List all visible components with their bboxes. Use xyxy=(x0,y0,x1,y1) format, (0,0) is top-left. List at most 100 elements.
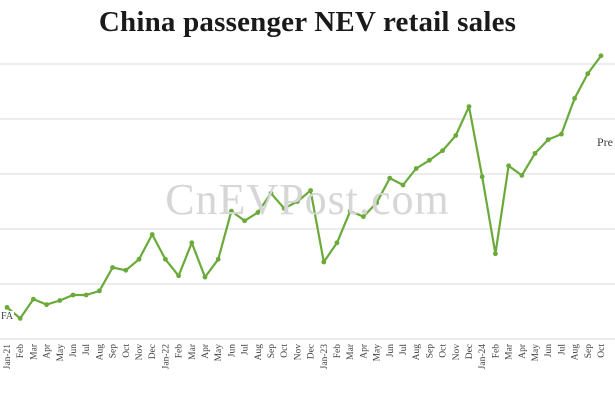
x-tick-label: Jun xyxy=(386,344,396,357)
data-point xyxy=(44,302,49,308)
x-tick-label: Jul xyxy=(557,344,567,355)
data-point xyxy=(97,288,102,294)
data-point xyxy=(334,240,340,246)
x-tick-label: Sep xyxy=(109,344,119,359)
data-point xyxy=(400,182,406,188)
data-point xyxy=(545,137,551,143)
data-point xyxy=(31,296,36,302)
data-point xyxy=(57,298,63,303)
x-tick-label: Feb xyxy=(333,344,343,359)
data-point xyxy=(242,218,248,224)
x-tick-label: Nov xyxy=(135,344,145,361)
x-tick-label: May xyxy=(373,344,383,362)
x-tick-label: Sep xyxy=(584,344,594,359)
x-tick-label: Jul xyxy=(241,344,251,355)
x-tick-label: Nov xyxy=(293,344,303,361)
x-tick-label: Sep xyxy=(425,344,435,359)
annotation-label: Pre xyxy=(597,135,613,149)
x-tick-label: Sep xyxy=(267,344,277,359)
data-point xyxy=(598,53,604,59)
data-point xyxy=(572,95,577,101)
x-tick-label: Oct xyxy=(439,344,449,358)
data-point xyxy=(585,71,591,77)
x-tick-label: Jul xyxy=(82,344,92,355)
x-tick-label: Oct xyxy=(597,344,607,358)
data-point xyxy=(295,199,300,204)
data-point xyxy=(466,104,472,110)
data-point xyxy=(479,174,485,180)
x-tick-label: Apr xyxy=(201,343,211,359)
data-point xyxy=(413,166,419,171)
series-line xyxy=(5,54,603,320)
data-point xyxy=(189,240,195,246)
x-tick-label: Jan-22 xyxy=(161,344,171,370)
x-tick-label: Mar xyxy=(188,343,198,360)
x-tick-label: Feb xyxy=(175,344,185,359)
x-tick-label: Dec xyxy=(465,344,475,359)
data-point xyxy=(17,315,23,321)
x-tick-label: Oct xyxy=(280,344,290,358)
x-tick-label: Aug xyxy=(254,344,264,361)
x-tick-label: Dec xyxy=(307,344,317,359)
watermark: CnEVPost.com xyxy=(165,175,450,224)
x-tick-label: Jun xyxy=(69,344,79,357)
x-tick-label: Jan-24 xyxy=(478,344,488,370)
x-tick-label: Oct xyxy=(122,344,132,358)
data-point xyxy=(361,214,366,220)
chart-title: China passenger NEV retail sales xyxy=(98,6,517,38)
x-tick-label: Apr xyxy=(359,343,369,359)
x-tick-label: Jan-23 xyxy=(320,344,330,370)
x-axis-ticks: Jan-21 Feb Mar Apr May Jun Jul Aug Sep Oct Nov Dec J… xyxy=(3,343,607,369)
data-point xyxy=(440,148,445,154)
data-point xyxy=(229,208,234,214)
data-point xyxy=(215,256,221,262)
data-point xyxy=(136,256,142,262)
data-point xyxy=(163,256,168,262)
data-point xyxy=(281,205,287,211)
x-tick-label: May xyxy=(214,344,224,362)
data-point xyxy=(308,188,313,193)
x-tick-label: Feb xyxy=(16,344,26,359)
data-point xyxy=(149,232,155,237)
data-point xyxy=(347,208,353,214)
x-tick-label: Mar xyxy=(29,343,39,360)
data-points xyxy=(4,53,604,321)
data-point xyxy=(532,150,538,156)
data-point xyxy=(123,267,129,273)
data-point xyxy=(453,133,459,138)
x-tick-label: Apr xyxy=(43,343,53,359)
x-tick-label: Mar xyxy=(346,343,356,360)
data-point xyxy=(202,274,208,280)
x-tick-label: Aug xyxy=(95,344,105,361)
data-point xyxy=(110,265,115,270)
x-tick-label: Apr xyxy=(518,343,528,359)
x-tick-label: Mar xyxy=(505,343,515,360)
data-point xyxy=(427,157,432,163)
data-point xyxy=(374,200,379,206)
data-point xyxy=(83,292,89,298)
data-point xyxy=(268,190,274,196)
x-tick-label: May xyxy=(531,344,541,362)
data-point xyxy=(387,175,393,181)
data-point xyxy=(70,292,76,298)
data-point xyxy=(493,251,498,257)
x-tick-label: Jun xyxy=(544,344,554,357)
x-tick-label: Feb xyxy=(491,344,501,359)
x-tick-label: Jul xyxy=(399,344,409,355)
data-point xyxy=(519,172,525,178)
data-point xyxy=(506,163,511,169)
data-point xyxy=(321,259,327,265)
source-label: FA xyxy=(0,311,15,322)
x-tick-label: May xyxy=(56,344,66,362)
x-tick-label: Nov xyxy=(452,344,462,361)
x-tick-label: Aug xyxy=(412,344,422,361)
data-point xyxy=(559,131,564,137)
data-point xyxy=(176,273,182,279)
x-tick-label: Jun xyxy=(227,344,237,357)
data-point xyxy=(255,210,261,215)
x-tick-label: Aug xyxy=(571,344,581,361)
x-tick-label: Dec xyxy=(148,344,158,359)
x-tick-label: Jan-21 xyxy=(3,344,13,370)
data-point xyxy=(4,304,10,310)
